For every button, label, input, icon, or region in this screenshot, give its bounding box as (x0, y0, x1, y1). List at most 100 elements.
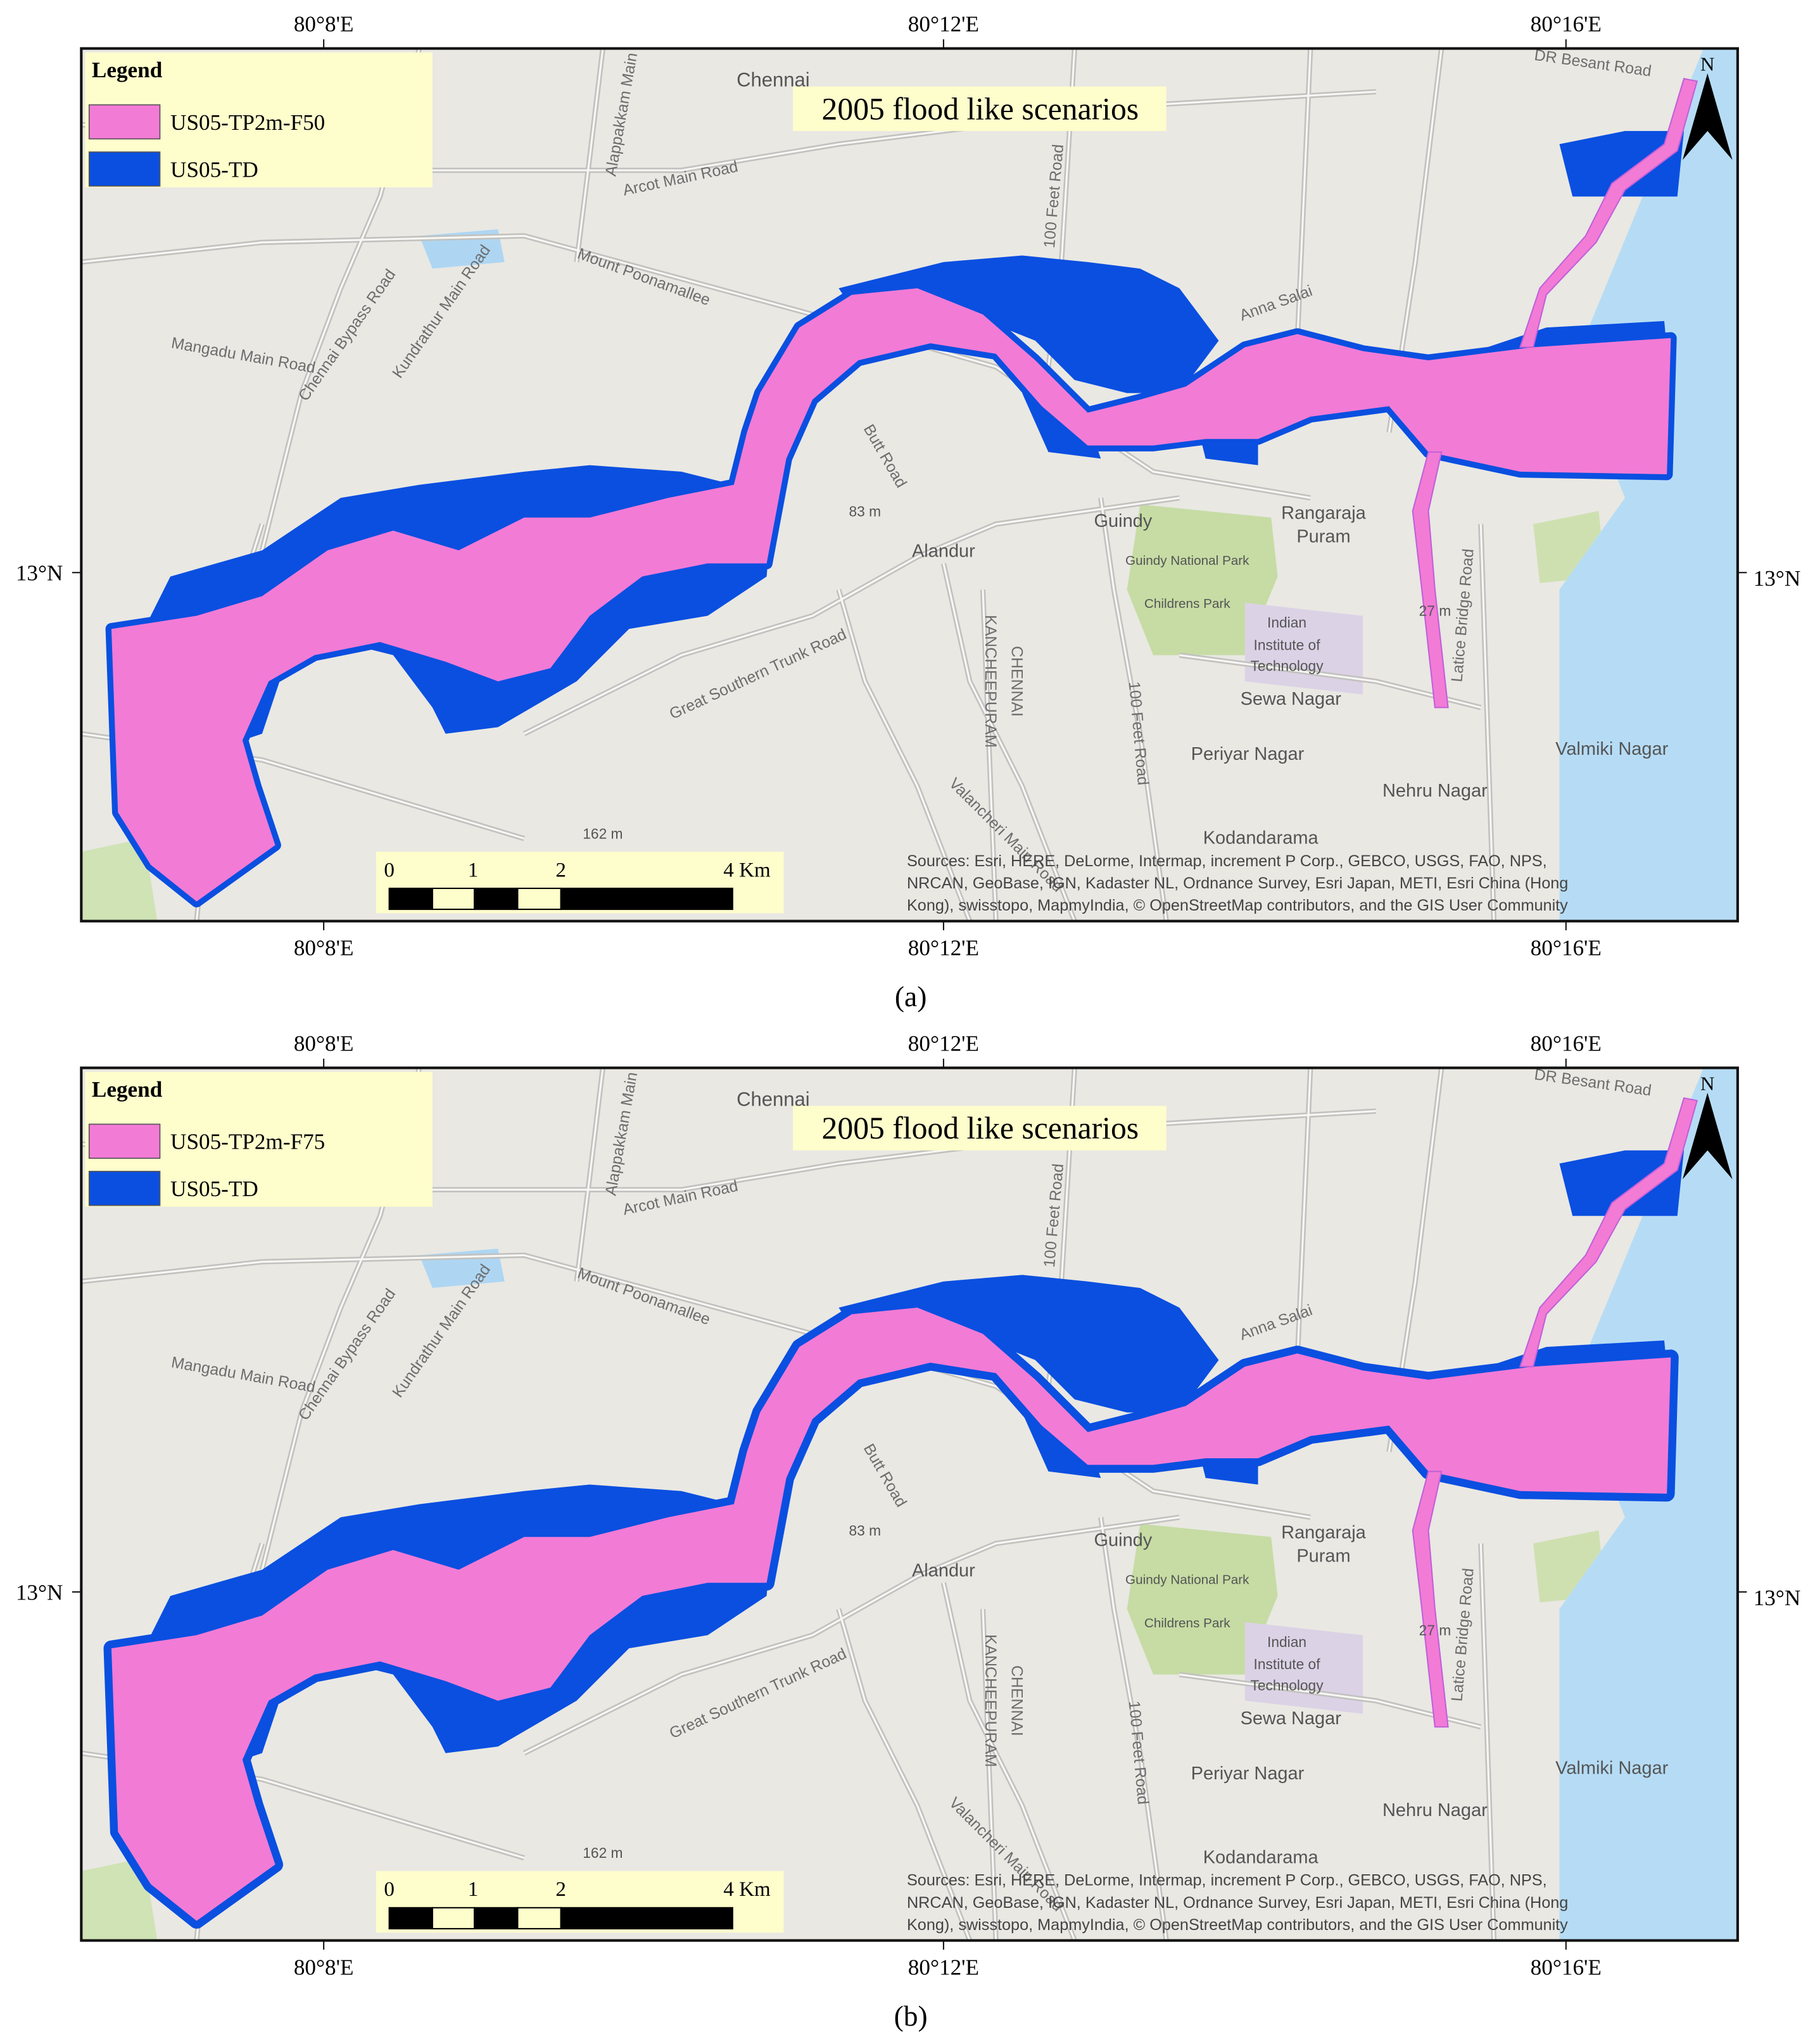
scale-label: 4 Km (723, 859, 771, 881)
scale-segment (560, 887, 733, 911)
place-label: 83 m (849, 1522, 881, 1539)
legend-swatch (88, 104, 161, 140)
place-label: Valmiki Nagar (1555, 739, 1668, 759)
place-label: 162 m (583, 1845, 623, 1861)
place-label: Alandur (912, 541, 975, 561)
road-label: CHENNAI (1008, 646, 1025, 717)
map-title: 2005 flood like scenarios (822, 1111, 1139, 1145)
place-label: Nehru Nagar (1382, 781, 1488, 801)
place-label: Rangaraja (1281, 1522, 1366, 1542)
place-label: Guindy (1094, 511, 1153, 531)
road-center (524, 1516, 1180, 1755)
place-label: Valmiki Nagar (1555, 1758, 1668, 1779)
road-center (524, 496, 1180, 735)
scale-label: 0 (384, 859, 395, 881)
land-area (81, 838, 158, 921)
road-center (1099, 1517, 1168, 1941)
land-area (1127, 1524, 1278, 1675)
legend-label: US05-TP2m-F50 (170, 110, 325, 135)
flood-extent-scenario (111, 1308, 1671, 1921)
legend-title: Legend (92, 58, 163, 82)
place-label: Childrens Park (1144, 1616, 1230, 1631)
scale-segment (517, 1907, 562, 1929)
longitude-label: 80°12'E (908, 12, 979, 37)
longitude-label: 80°12'E (908, 1955, 979, 1979)
legend-label: US05-TD (170, 1177, 258, 1201)
scale-label: 0 (384, 1878, 395, 1901)
map-frame (80, 47, 1739, 923)
legend-title: Legend (92, 1077, 163, 1102)
road-center (575, 48, 604, 263)
flood-branch (1412, 77, 1698, 709)
road-center (837, 1608, 971, 1941)
place-label: 27 m (1419, 1622, 1451, 1638)
road-center (1479, 1543, 1495, 1941)
place-label: Alandur (912, 1560, 975, 1580)
scale-segment (431, 887, 476, 911)
road-label: KANCHEEPURAM (982, 615, 999, 748)
attribution: Sources: Esri, HERE, DeLorme, Intermap, … (907, 852, 1547, 870)
flood-branch (1412, 1097, 1698, 1728)
place-label: Childrens Park (1144, 596, 1230, 611)
latitude-label: 13°N (1754, 566, 1801, 591)
road-center (942, 563, 1076, 921)
legend-swatch (88, 151, 161, 187)
north-arrow (1682, 73, 1733, 160)
map-title: 2005 flood like scenarios (822, 91, 1139, 126)
land-area (1559, 1068, 1738, 1941)
panel-label: (a) (895, 980, 927, 1013)
place-label: 27 m (1419, 603, 1451, 619)
place-label: Indian (1267, 614, 1306, 631)
latitude-label: 13°N (16, 1580, 63, 1605)
scale-segment (474, 887, 519, 911)
longitude-label: 80°8'E (294, 1031, 354, 1056)
road-label: KANCHEEPURAM (982, 1634, 999, 1767)
place-label: Periyar Nagar (1191, 744, 1305, 764)
road-center (1296, 48, 1312, 341)
place-label: 162 m (583, 825, 623, 842)
north-label: N (1700, 53, 1714, 75)
place-label: Kodandarama (1203, 1847, 1319, 1867)
place-label: Indian (1267, 1634, 1306, 1650)
place-label: Puram (1296, 527, 1350, 547)
attribution: Kong), swisstopo, MapmyIndia, © OpenStre… (907, 897, 1568, 914)
scale-label: 2 (555, 859, 566, 881)
place-label: Nehru Nagar (1382, 1800, 1488, 1820)
latitude-label: 13°N (1754, 1586, 1801, 1610)
north-arrow (1682, 1092, 1733, 1180)
flood-extent-scenario (111, 288, 1671, 902)
longitude-label: 80°8'E (294, 12, 354, 37)
scale-label: 2 (555, 1878, 566, 1901)
longitude-label: 80°16'E (1531, 1955, 1602, 1979)
longitude-label: 80°8'E (294, 935, 354, 960)
latitude-label: 13°N (16, 561, 63, 586)
longitude-label: 80°12'E (908, 1031, 979, 1056)
longitude-label: 80°16'E (1531, 12, 1602, 37)
place-label: Institute of (1254, 1656, 1321, 1672)
scale-segment (388, 1907, 433, 1929)
road-center (982, 1608, 997, 1941)
map-frame (80, 1066, 1739, 1942)
scale-segment (388, 887, 433, 911)
place-label: Sewa Nagar (1241, 689, 1342, 709)
longitude-label: 80°16'E (1531, 1031, 1602, 1056)
scale-segment (517, 887, 562, 911)
title-box (792, 1106, 1167, 1151)
legend-swatch (88, 1171, 161, 1206)
scale-segment (560, 1907, 733, 1929)
road-center (1479, 524, 1495, 921)
road-center (942, 1582, 1076, 1941)
place-label: Institute of (1254, 636, 1321, 653)
legend-swatch (88, 1123, 161, 1159)
land-area (1244, 1622, 1363, 1714)
land-area (1559, 48, 1738, 921)
north-label: N (1700, 1073, 1714, 1095)
place-label: 83 m (849, 503, 881, 519)
longitude-label: 80°16'E (1531, 935, 1602, 960)
title-box (792, 86, 1167, 131)
place-label: Sewa Nagar (1241, 1708, 1342, 1729)
place-label: Technology (1250, 1677, 1324, 1693)
scale-segment (474, 1907, 519, 1929)
